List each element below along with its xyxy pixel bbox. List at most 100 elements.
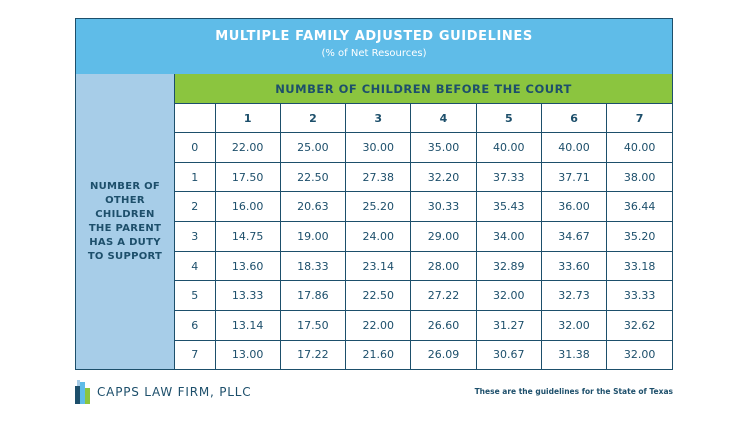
percentage-cell: 13.33 <box>214 280 281 312</box>
percentage-cell: 13.00 <box>214 339 281 369</box>
percentage-cell: 22.50 <box>345 280 412 312</box>
side-label-line: THE PARENT <box>88 222 162 234</box>
percentage-cell: 35.43 <box>475 191 542 223</box>
percentage-cell: 36.44 <box>606 191 672 223</box>
table-row: 5 13.33 17.86 22.50 27.22 32.00 32.73 33.33 <box>175 280 672 312</box>
firm-name: CAPPS LAW FIRM, PLLC <box>97 385 252 399</box>
percentage-cell: 30.33 <box>410 191 477 223</box>
percentage-cell: 31.38 <box>540 339 608 369</box>
percentage-cell: 40.00 <box>606 132 672 163</box>
column-header-cell: 2 <box>279 104 347 134</box>
percentage-cell: 24.00 <box>345 221 412 252</box>
percentage-cell: 19.00 <box>279 221 347 252</box>
percentage-cell: 22.00 <box>345 310 412 341</box>
column-header-cell: 6 <box>540 104 608 134</box>
column-group-header: NUMBER OF CHILDREN BEFORE THE COURT <box>175 74 672 104</box>
percentage-cell: 13.14 <box>214 310 281 341</box>
percentage-cell: 13.60 <box>214 250 281 282</box>
table-subtitle: (% of Net Resources) <box>321 48 427 59</box>
column-group-label: NUMBER OF CHILDREN BEFORE THE COURT <box>275 81 572 96</box>
side-label-line: HAS A DUTY <box>89 236 161 248</box>
percentage-cell: 25.00 <box>279 132 347 163</box>
percentage-cell: 22.00 <box>214 132 281 163</box>
percentage-cell: 23.14 <box>345 250 412 282</box>
percentage-cell: 40.00 <box>475 132 542 163</box>
percentage-cell: 33.33 <box>606 280 672 312</box>
row-header-cell: 5 <box>175 280 216 312</box>
percentage-cell: 17.50 <box>279 310 347 341</box>
table-row: 2 16.00 20.63 25.20 30.33 35.43 36.00 36.44 <box>175 191 672 223</box>
column-header-cell: 1 <box>214 104 281 134</box>
percentage-cell: 32.00 <box>540 310 608 341</box>
percentage-cell: 37.71 <box>540 161 608 193</box>
column-header-cell: 5 <box>475 104 542 134</box>
side-label-line: NUMBER OF <box>89 180 161 192</box>
percentage-cell: 35.20 <box>606 221 672 252</box>
percentage-cell: 31.27 <box>475 310 542 341</box>
column-header-cell: 4 <box>410 104 477 134</box>
percentage-cell: 34.00 <box>475 221 542 252</box>
percentage-cell: 29.00 <box>410 221 477 252</box>
percentage-cell: 32.00 <box>606 339 672 369</box>
column-header-cell: 3 <box>345 104 412 134</box>
percentage-cell: 32.73 <box>540 280 608 312</box>
percentage-cell: 32.89 <box>475 250 542 282</box>
side-label-line: OTHER <box>105 194 145 206</box>
table-row: 7 13.00 17.22 21.60 26.09 30.67 31.38 32.00 <box>175 339 672 369</box>
percentage-cell: 27.38 <box>345 161 412 193</box>
percentage-cell: 32.20 <box>410 161 477 193</box>
percentage-cell: 28.00 <box>410 250 477 282</box>
table-title: MULTIPLE FAMILY ADJUSTED GUIDELINES <box>215 29 533 44</box>
percentage-cell: 18.33 <box>279 250 347 282</box>
footer-note: These are the guidelines for the State o… <box>474 387 673 396</box>
percentage-cell: 22.50 <box>279 161 347 193</box>
percentage-cell: 32.00 <box>475 280 542 312</box>
percentage-cell: 16.00 <box>214 191 281 223</box>
firm-logo: CAPPS LAW FIRM, PLLC <box>75 380 251 404</box>
percentage-cell: 21.60 <box>345 339 412 369</box>
percentage-cell: 26.09 <box>410 339 477 369</box>
percentage-cell: 32.62 <box>606 310 672 341</box>
table-row: 1 17.50 22.50 27.38 32.20 37.33 37.71 38.00 <box>175 161 672 193</box>
row-header-cell: 0 <box>175 132 216 163</box>
percentage-cell: 30.67 <box>475 339 542 369</box>
title-bar: MULTIPLE FAMILY ADJUSTED GUIDELINES (% o… <box>76 19 672 75</box>
percentage-cell: 38.00 <box>606 161 672 193</box>
percentage-cell: 14.75 <box>214 221 281 252</box>
side-header: NUMBER OF OTHER CHILDREN THE PARENT HAS … <box>76 74 175 369</box>
row-header-cell: 2 <box>175 191 216 223</box>
guidelines-table-frame: MULTIPLE FAMILY ADJUSTED GUIDELINES (% o… <box>75 18 673 370</box>
percentage-cell: 34.67 <box>540 221 608 252</box>
percentage-cell: 40.00 <box>540 132 608 163</box>
table-row: 3 14.75 19.00 24.00 29.00 34.00 34.67 35.20 <box>175 221 672 252</box>
percentage-cell: 37.33 <box>475 161 542 193</box>
percentage-cell: 17.86 <box>279 280 347 312</box>
table-row: 0 22.00 25.00 30.00 35.00 40.00 40.00 40.00 <box>175 132 672 163</box>
percentage-cell: 36.00 <box>540 191 608 223</box>
row-header-cell: 1 <box>175 161 216 193</box>
table-row: 4 13.60 18.33 23.14 28.00 32.89 33.60 33.18 <box>175 250 672 282</box>
percentage-cell: 20.63 <box>279 191 347 223</box>
row-header-cell: 7 <box>175 339 216 369</box>
row-header-cell: 4 <box>175 250 216 282</box>
percentage-cell: 27.22 <box>410 280 477 312</box>
row-header-cell: 3 <box>175 221 216 252</box>
percentage-cell: 26.60 <box>410 310 477 341</box>
percentage-cell: 35.00 <box>410 132 477 163</box>
table-row: 6 13.14 17.50 22.00 26.60 31.27 32.00 32.62 <box>175 310 672 341</box>
side-label-line: CHILDREN <box>95 208 155 220</box>
row-header-cell: 6 <box>175 310 216 341</box>
guidelines-grid: 1 2 3 4 5 6 7 0 22.00 25.00 30.00 35.00 40.00 40.00 40… <box>175 104 672 369</box>
column-header-cell: 7 <box>606 104 672 134</box>
percentage-cell: 17.22 <box>279 339 347 369</box>
side-label-line: TO SUPPORT <box>87 250 163 262</box>
percentage-cell: 30.00 <box>345 132 412 163</box>
capps-logo-mark-icon <box>75 380 90 404</box>
corner-cell <box>175 104 216 134</box>
side-header-label: NUMBER OF OTHER CHILDREN THE PARENT HAS … <box>82 180 168 264</box>
percentage-cell: 33.60 <box>540 250 608 282</box>
percentage-cell: 17.50 <box>214 161 281 193</box>
percentage-cell: 33.18 <box>606 250 672 282</box>
percentage-cell: 25.20 <box>345 191 412 223</box>
